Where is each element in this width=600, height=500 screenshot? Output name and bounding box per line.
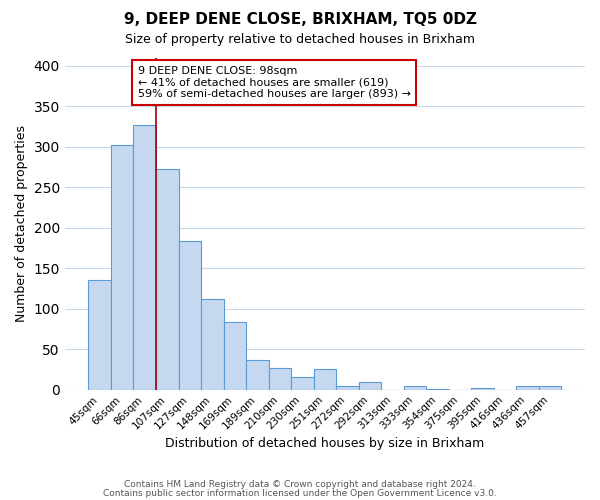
Bar — [359, 382, 381, 390]
Bar — [88, 280, 111, 390]
Bar — [517, 386, 539, 390]
Bar — [426, 389, 449, 390]
X-axis label: Distribution of detached houses by size in Brixham: Distribution of detached houses by size … — [165, 437, 485, 450]
Text: 9, DEEP DENE CLOSE, BRIXHAM, TQ5 0DZ: 9, DEEP DENE CLOSE, BRIXHAM, TQ5 0DZ — [124, 12, 476, 28]
Bar — [291, 377, 314, 390]
Bar — [156, 170, 179, 390]
Bar — [224, 322, 246, 390]
Text: 9 DEEP DENE CLOSE: 98sqm
← 41% of detached houses are smaller (619)
59% of semi-: 9 DEEP DENE CLOSE: 98sqm ← 41% of detach… — [137, 66, 410, 99]
Bar — [404, 386, 426, 390]
Bar — [179, 242, 201, 390]
Text: Contains public sector information licensed under the Open Government Licence v3: Contains public sector information licen… — [103, 488, 497, 498]
Bar — [246, 360, 269, 390]
Bar — [539, 386, 562, 390]
Y-axis label: Number of detached properties: Number of detached properties — [15, 125, 28, 322]
Bar — [201, 299, 224, 390]
Text: Contains HM Land Registry data © Crown copyright and database right 2024.: Contains HM Land Registry data © Crown c… — [124, 480, 476, 489]
Bar — [111, 145, 133, 390]
Bar — [314, 370, 336, 390]
Text: Size of property relative to detached houses in Brixham: Size of property relative to detached ho… — [125, 32, 475, 46]
Bar — [336, 386, 359, 390]
Bar — [471, 388, 494, 390]
Bar — [269, 368, 291, 390]
Bar — [133, 125, 156, 390]
